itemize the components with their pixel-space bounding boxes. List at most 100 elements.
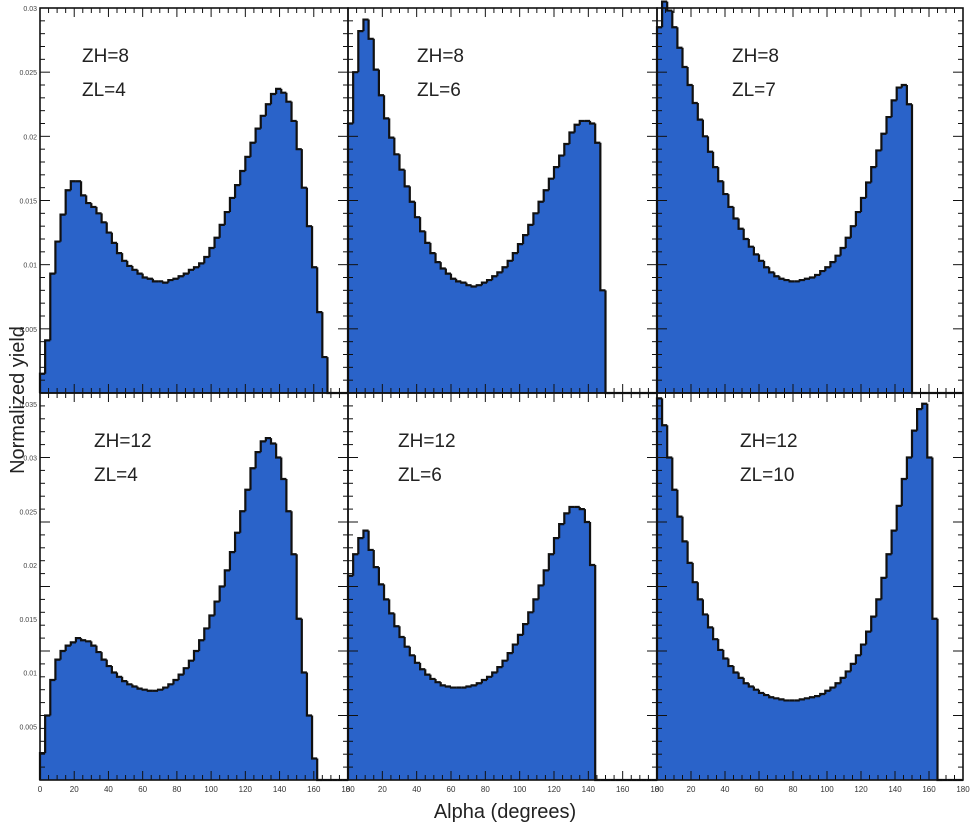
y-tick-label: 0.035 (19, 402, 37, 409)
histogram-bin (85, 640, 92, 643)
y-axis-title: Normalized yield (7, 326, 29, 474)
histogram-bin (824, 689, 831, 694)
histogram-bin (865, 181, 872, 198)
histogram-bin (465, 282, 472, 287)
x-tick-label: 180 (956, 785, 970, 794)
histogram-bin (594, 565, 601, 782)
histogram-bin (880, 132, 887, 151)
histogram-bin (599, 142, 606, 292)
histogram-bin (854, 210, 861, 227)
histogram-bin (537, 584, 544, 600)
x-tick-label: 140 (582, 785, 596, 794)
histogram-panel: 0 20 40 60 80 100 120 140 160 180 ZH=12 ZL=10 (655, 392, 970, 794)
histogram-bin (398, 154, 405, 171)
histogram-bin (131, 684, 138, 688)
histogram-bin (768, 267, 775, 274)
histogram-bin (95, 645, 102, 654)
panel-annotation: ZH=12 (94, 431, 152, 452)
y-tick-label: 0.025 (19, 509, 37, 516)
histogram-bin (213, 236, 220, 248)
histogram-bin (717, 639, 724, 652)
histogram-bin (485, 675, 493, 681)
histogram-bin (419, 662, 426, 671)
y-tick-label: 0.02 (23, 134, 37, 141)
histogram-bin (198, 639, 205, 651)
histogram-bin (382, 584, 390, 601)
histogram-bin (310, 715, 318, 760)
histogram-bin (849, 662, 856, 672)
histogram-fill (348, 506, 657, 780)
histogram-bin (676, 489, 683, 518)
histogram-bin (936, 618, 943, 782)
histogram-bin (121, 253, 128, 262)
histogram-bin (377, 69, 385, 97)
x-axis-title: Alpha (degrees) (434, 801, 576, 823)
x-tick-label: 40 (104, 785, 113, 794)
histogram-bin (300, 149, 307, 189)
x-tick-label: 0 (38, 785, 43, 794)
histogram-bin (413, 655, 421, 664)
y-tick-label: 0.005 (19, 724, 37, 731)
histogram-bin (757, 689, 765, 695)
histogram-bin (763, 260, 770, 269)
histogram-bin (834, 254, 841, 263)
histogram-bin (701, 119, 708, 138)
histogram-bin (403, 169, 410, 188)
histogram-bin (859, 643, 867, 656)
histogram-bin (434, 253, 441, 264)
histogram-bin (783, 699, 790, 702)
histogram-bin (172, 678, 179, 685)
histogram-bin (686, 541, 693, 564)
histogram-bin (254, 451, 261, 469)
histogram-bin (280, 88, 287, 94)
histogram-bin (455, 278, 462, 283)
histogram-bin (737, 672, 744, 679)
histogram-bin (558, 154, 565, 168)
histogram-bin (814, 273, 821, 278)
histogram-bin (808, 276, 816, 279)
histogram-panel: ZH=8 ZL=7 (655, 0, 964, 395)
x-tick-label: 140 (273, 785, 287, 794)
histogram-bin (900, 477, 907, 506)
histogram-bin (475, 284, 482, 287)
histogram-bin (275, 443, 282, 459)
x-tick-label: 120 (547, 785, 561, 794)
histogram-bin (558, 523, 565, 539)
histogram-bin (778, 276, 785, 280)
histogram-bin (419, 217, 426, 233)
histogram-bin (552, 166, 560, 179)
panel-annotation: ZH=8 (732, 46, 779, 67)
histogram-bin (506, 259, 513, 268)
histogram-bin (305, 672, 313, 717)
x-tick-label: 100 (204, 785, 218, 794)
histogram-bin (59, 649, 66, 660)
histogram-bin (532, 212, 539, 225)
histogram-bin (223, 210, 230, 225)
histogram-bin (814, 695, 821, 698)
histogram-bin (588, 522, 596, 567)
histogram-bin (372, 38, 379, 71)
histogram-bin (203, 255, 210, 264)
histogram-bin (100, 652, 107, 661)
histogram-bin (701, 599, 708, 616)
histogram-bin (854, 654, 861, 664)
histogram-bin (819, 269, 826, 275)
histogram-bin (444, 268, 451, 275)
histogram-bin (527, 611, 534, 625)
histogram-bin (880, 576, 887, 600)
histogram-bin (388, 599, 395, 615)
histogram-bin (110, 232, 117, 244)
panel-annotation: ZL=4 (94, 465, 138, 486)
histogram-bin (239, 169, 246, 186)
y-tick-label: 0.005 (19, 327, 37, 334)
histogram-fill (348, 19, 657, 394)
panel-annotation: ZH=12 (740, 431, 798, 452)
histogram-bin (717, 167, 724, 183)
histogram-bin (326, 357, 333, 395)
histogram-bin (259, 440, 266, 453)
y-tick-label: 0.015 (19, 199, 37, 206)
histogram-fill (657, 398, 963, 780)
histogram-bin (691, 562, 698, 584)
histogram-bin (910, 429, 918, 458)
